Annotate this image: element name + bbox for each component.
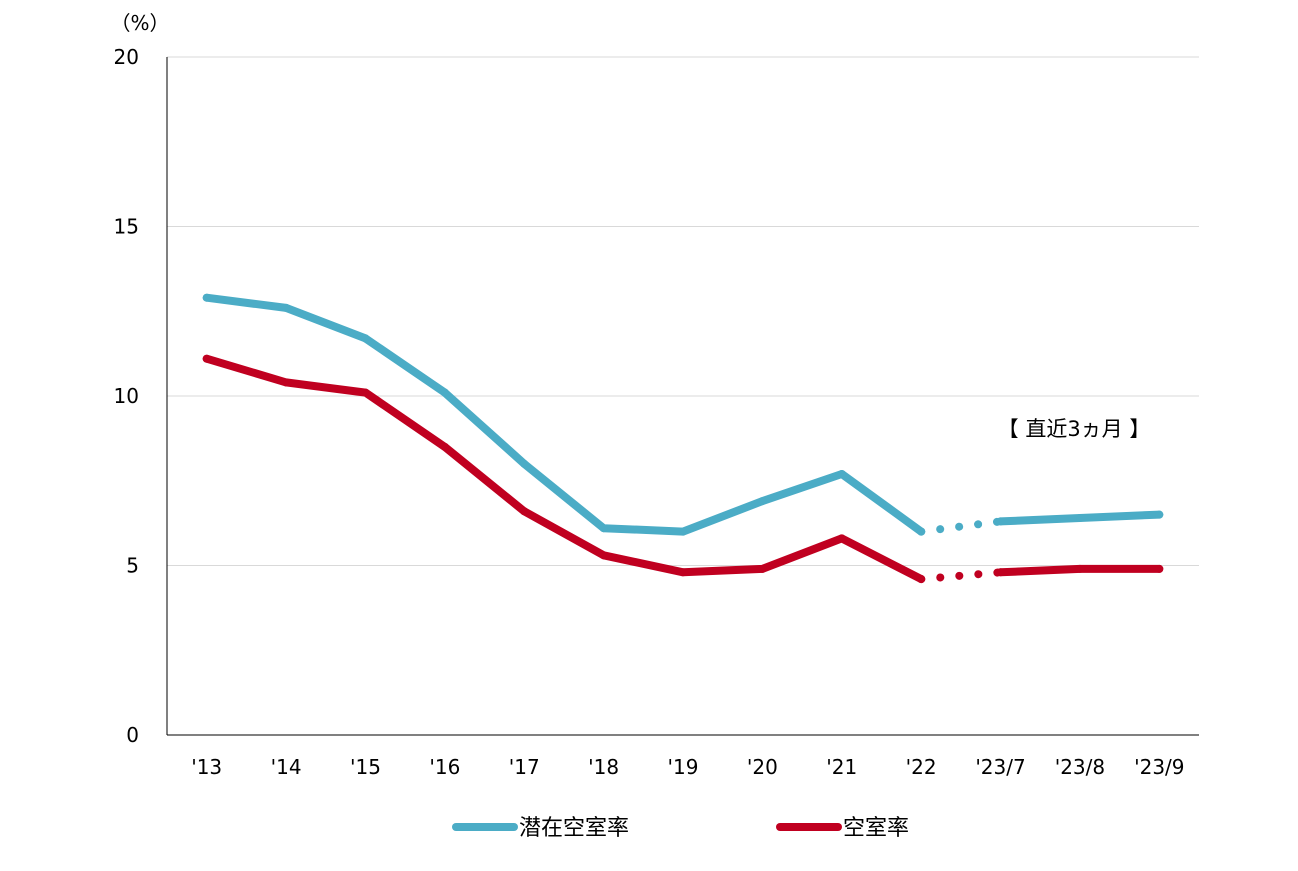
data-point (520, 507, 529, 516)
x-tick-label: '17 (509, 755, 540, 779)
series-line-dotted-link (917, 517, 1005, 536)
x-tick-label: '23/7 (975, 755, 1025, 779)
data-point (758, 564, 767, 573)
data-point (599, 551, 608, 560)
data-point (202, 293, 211, 302)
x-tick-label: '21 (826, 755, 857, 779)
data-point (282, 378, 291, 387)
data-point (599, 524, 608, 533)
data-point (679, 527, 687, 536)
data-point (758, 497, 767, 506)
data-point (440, 388, 449, 397)
data-point (917, 575, 926, 584)
series-lines (202, 293, 1164, 584)
y-tick-label: 0 (126, 723, 139, 747)
x-tick-label: '20 (747, 755, 778, 779)
data-point (679, 568, 687, 577)
x-tick-labels: '13 '14 '15 '16 '17 '18 '19 '20 '21 '22 '23/7 '23/8… (191, 755, 1184, 779)
data-point (1155, 510, 1164, 519)
y-tick-label: 10 (114, 384, 139, 408)
x-tick-label: '18 (588, 755, 619, 779)
x-tick-label: '23/8 (1055, 755, 1105, 779)
recent-months-annotation: 【 直近3ヵ月 】 (998, 417, 1151, 441)
data-point (837, 534, 846, 543)
data-point (361, 334, 370, 343)
x-tick-label: '15 (350, 755, 381, 779)
gridlines (167, 56, 1199, 566)
data-point (917, 527, 926, 536)
data-point (996, 517, 1005, 526)
x-tick-label: '19 (668, 755, 699, 779)
y-unit-label: （%） (110, 11, 169, 35)
data-point (520, 459, 529, 468)
axes (166, 57, 1199, 736)
legend-label: 空室率 (843, 816, 909, 841)
data-point (282, 303, 291, 312)
x-tick-label: '13 (191, 755, 222, 779)
data-point (996, 568, 1005, 577)
series-line-annual (202, 354, 926, 584)
y-tick-label: 20 (114, 45, 139, 69)
series-line-annual (202, 293, 926, 536)
legend-label: 潜在空室率 (519, 816, 629, 841)
data-point (440, 442, 449, 451)
data-point (837, 469, 846, 478)
y-tick-label: 5 (126, 554, 139, 578)
y-tick-label: 15 (114, 215, 139, 239)
x-tick-label: '22 (906, 755, 937, 779)
x-tick-label: '16 (429, 755, 460, 779)
series-line-dotted-link (917, 568, 1005, 584)
legend: 潜在空室率 空室率 (452, 816, 909, 841)
x-tick-label: '14 (271, 755, 302, 779)
data-point (1075, 514, 1084, 523)
data-point (202, 354, 211, 363)
y-tick-labels: 0 5 10 15 20 (114, 45, 139, 747)
data-point (1155, 564, 1164, 573)
x-tick-label: '23/9 (1134, 755, 1184, 779)
data-point (361, 388, 370, 397)
data-point (1075, 564, 1084, 573)
